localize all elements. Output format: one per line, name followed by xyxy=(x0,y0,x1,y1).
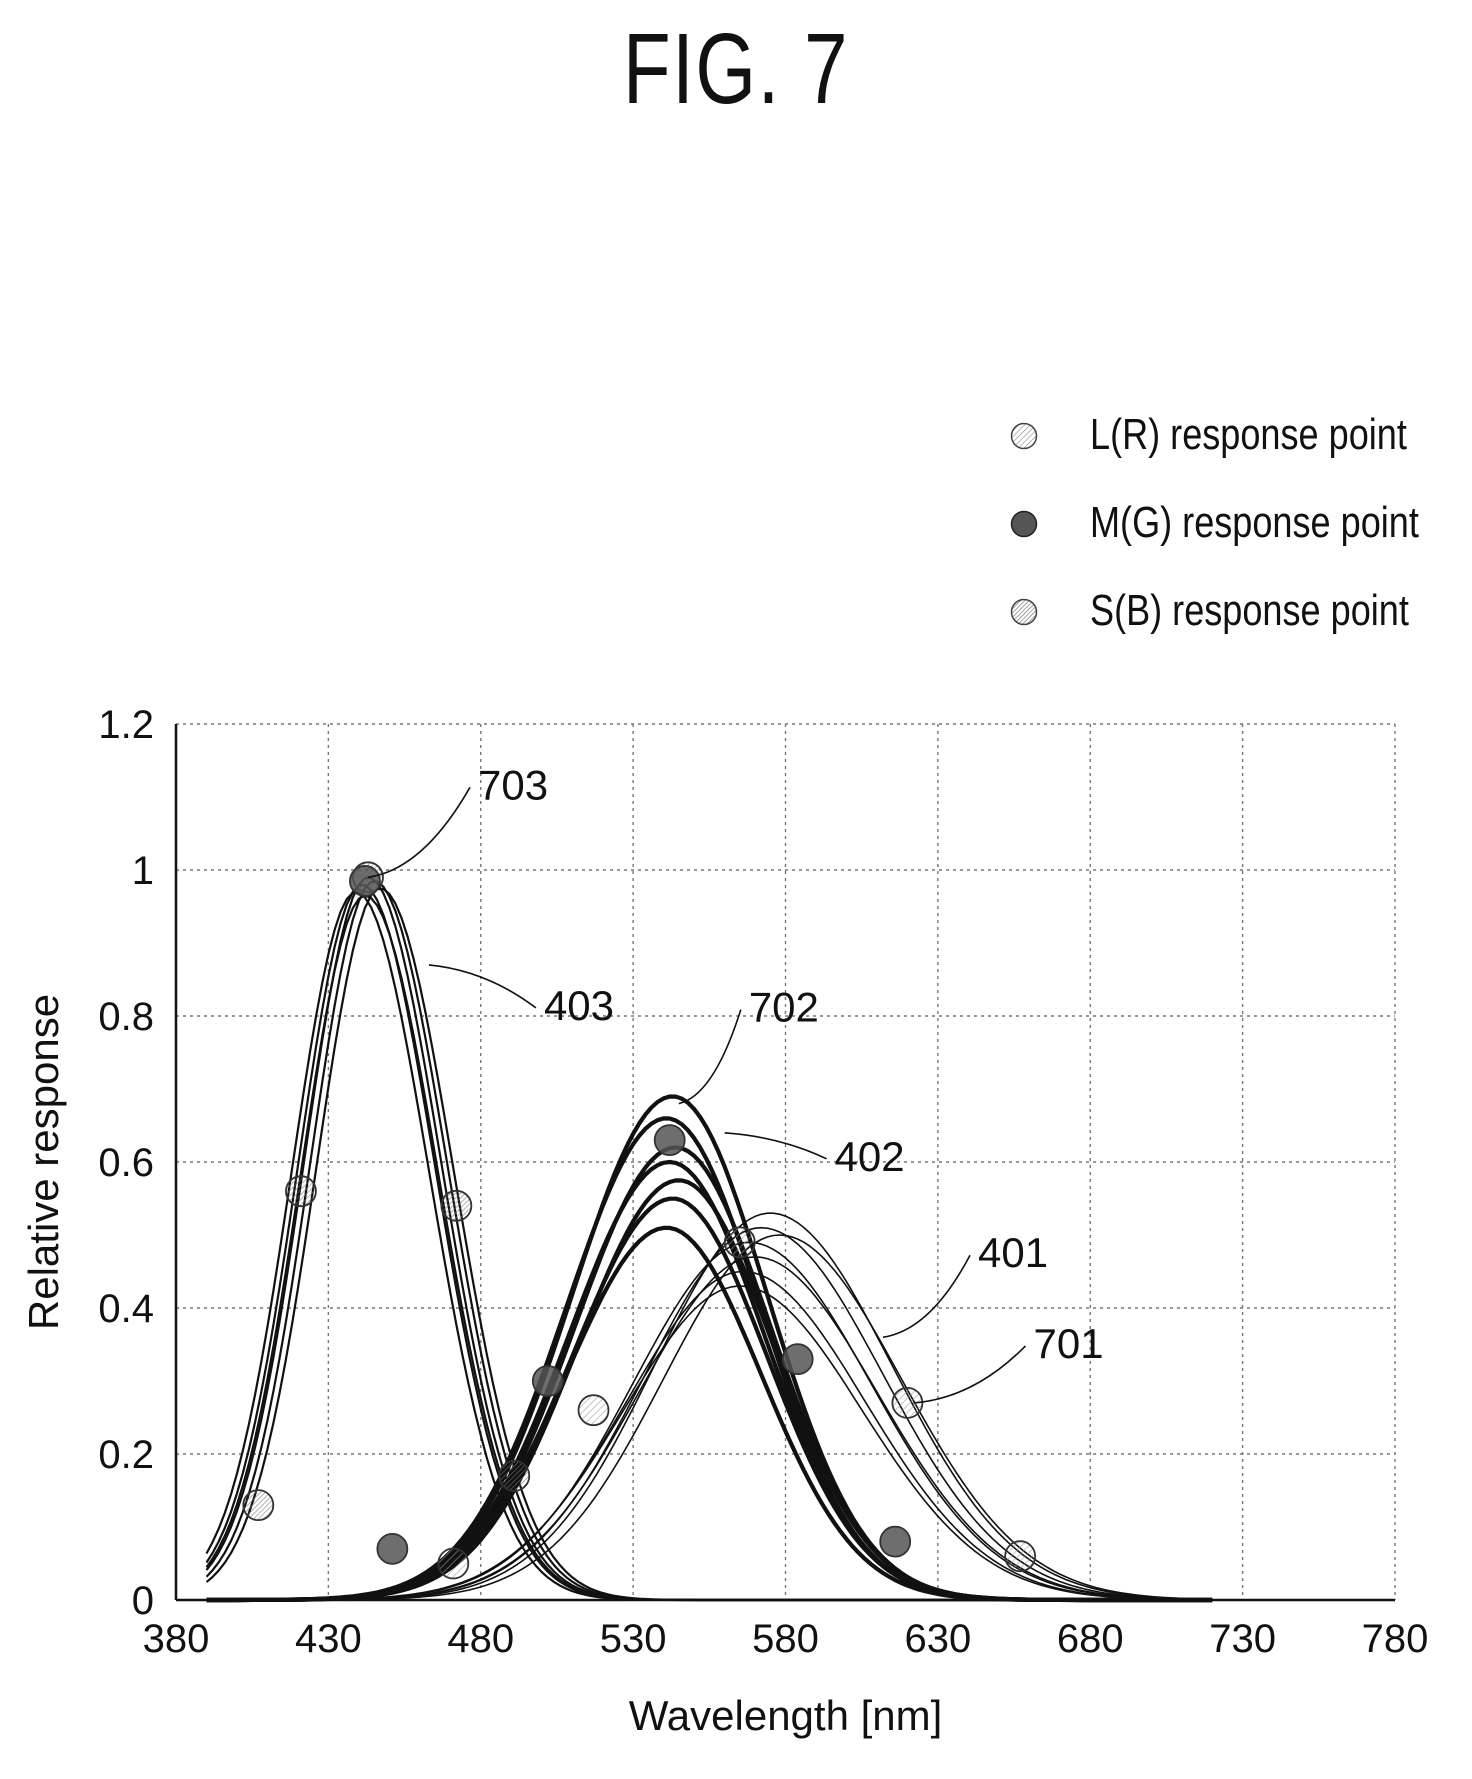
x-axis-title: Wavelength [nm] xyxy=(629,1692,943,1739)
x-tick-label: 630 xyxy=(905,1617,972,1661)
annotation-702: 702 xyxy=(749,984,819,1031)
response-point-s xyxy=(242,1489,275,1521)
leader-line-402 xyxy=(724,1132,827,1160)
response-points xyxy=(242,861,1037,1580)
y-tick-label: 1.2 xyxy=(98,703,154,747)
annotation-403: 403 xyxy=(544,982,614,1029)
annotation-701: 701 xyxy=(1033,1320,1103,1367)
annotations: 703 403 702 402 401 701 xyxy=(367,761,1104,1404)
x-tick-label: 780 xyxy=(1362,1617,1429,1661)
y-tick-label: 0.4 xyxy=(98,1287,154,1331)
response-point-m xyxy=(653,1124,686,1156)
y-tick-label: 0.8 xyxy=(98,995,154,1039)
grid xyxy=(176,723,1396,1600)
x-tick-label: 680 xyxy=(1057,1617,1124,1661)
curve-m-4 xyxy=(206,1178,1213,1603)
leader-line-703 xyxy=(367,786,471,879)
response-point-m xyxy=(879,1525,912,1558)
x-tick-label: 530 xyxy=(600,1617,667,1661)
x-tick-label: 730 xyxy=(1209,1617,1276,1661)
response-point-l xyxy=(1004,1540,1037,1573)
leader-line-401 xyxy=(882,1254,971,1338)
y-axis-title: Relative response xyxy=(20,994,67,1330)
response-point-m xyxy=(376,1533,409,1565)
legend-label: S(B) response point xyxy=(1090,586,1409,635)
y-tick-label: 0.6 xyxy=(98,1141,154,1185)
leader-line-702 xyxy=(678,1009,742,1105)
tick-labels: 380 430 480 530 580 630 680 730 780 0 0.2 0.4 0.6 0.8… xyxy=(98,703,1428,1661)
y-tick-label: 1 xyxy=(132,849,154,893)
response-point-s xyxy=(285,1175,317,1208)
y-tick-label: 0 xyxy=(132,1579,154,1623)
dense-hatch-circle-icon xyxy=(1010,598,1038,626)
leader-line-403 xyxy=(428,964,537,1009)
response-point-l xyxy=(891,1387,924,1419)
response-point-s xyxy=(440,1189,473,1222)
legend-label: L(R) response point xyxy=(1090,410,1407,459)
x-tick-label: 380 xyxy=(143,1617,210,1661)
response-point-m xyxy=(349,865,381,897)
annotation-401: 401 xyxy=(978,1229,1048,1276)
curve-s-1 xyxy=(205,884,1213,1602)
y-tick-label: 0.2 xyxy=(98,1433,154,1477)
response-point-l xyxy=(437,1547,470,1580)
curve-l-0 xyxy=(206,1212,1213,1601)
x-tick-label: 430 xyxy=(295,1617,362,1661)
light-hatch-circle-icon xyxy=(1010,422,1038,450)
response-point-m xyxy=(781,1343,814,1375)
leader-line-701 xyxy=(913,1345,1027,1404)
curves xyxy=(205,876,1213,1603)
x-tick-label: 480 xyxy=(447,1617,514,1661)
figure-title: FIG. 7 xyxy=(622,13,850,125)
dark-filled-circle-icon xyxy=(1010,510,1038,538)
curve-m-5 xyxy=(206,1196,1213,1603)
curve-s-5 xyxy=(205,894,1213,1602)
annotation-703: 703 xyxy=(478,761,548,808)
response-point-m xyxy=(531,1365,564,1397)
curve-l-6 xyxy=(206,1234,1213,1601)
legend-label: M(G) response point xyxy=(1090,498,1419,547)
curve-s-2 xyxy=(205,880,1213,1602)
x-tick-label: 580 xyxy=(752,1617,819,1661)
curve-s-4 xyxy=(205,887,1213,1602)
response-point-l xyxy=(577,1394,610,1427)
curve-s-3 xyxy=(205,891,1213,1602)
curve-s-0 xyxy=(205,876,1213,1602)
curve-m-2 xyxy=(206,1145,1213,1603)
response-point-s xyxy=(498,1460,531,1492)
annotation-402: 402 xyxy=(835,1133,905,1180)
response-point-l xyxy=(723,1226,756,1259)
